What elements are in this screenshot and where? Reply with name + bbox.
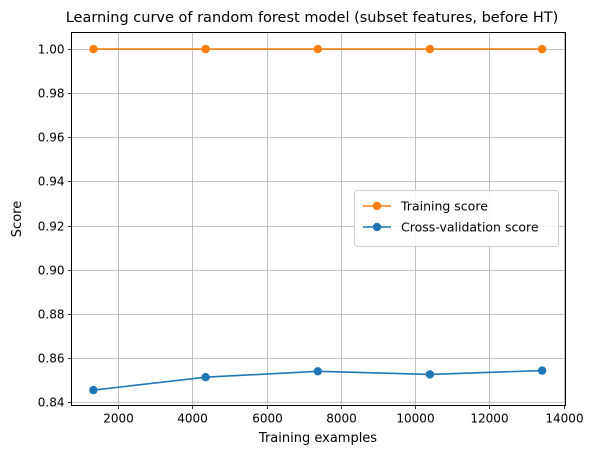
x-tick-label: 8000 (326, 412, 357, 426)
y-tick-label: 0.86 (38, 352, 65, 366)
x-tick-label: 6000 (252, 412, 283, 426)
legend-marker (372, 222, 382, 232)
y-tick-label: 0.98 (38, 87, 65, 101)
data-point (201, 373, 210, 382)
y-tick-label: 0.88 (38, 308, 65, 322)
legend-label: Cross-validation score (401, 220, 539, 235)
legend-frame (354, 190, 559, 247)
data-point (201, 44, 210, 54)
data-point (89, 44, 98, 54)
data-point (537, 44, 547, 54)
x-tick-label: 14000 (545, 412, 583, 426)
y-tick-label: 0.94 (38, 175, 65, 189)
y-tick-label: 1.00 (38, 43, 65, 57)
data-point (425, 370, 435, 379)
x-axis-label: Training examples (258, 431, 377, 446)
y-tick-label: 0.96 (38, 131, 65, 145)
axes: 2000 4000 6000 8000 10000 12000 14000 0.84 0.86 0… (38, 43, 584, 426)
data-point (537, 366, 547, 375)
x-tick-label: 12000 (470, 412, 508, 426)
y-axis-label: Score (10, 201, 25, 237)
legend: Training score Cross-validation score (354, 190, 559, 247)
legend-marker (372, 201, 382, 211)
y-tick-label: 0.92 (38, 220, 65, 234)
chart-title: Learning curve of random forest model (s… (66, 10, 559, 26)
plot-series (89, 44, 547, 395)
y-tick-label: 0.90 (38, 264, 65, 278)
x-tick-label: 4000 (177, 412, 208, 426)
x-tick-label: 10000 (396, 412, 434, 426)
data-point (313, 367, 322, 376)
data-point (89, 385, 98, 395)
y-tick-label: 0.84 (38, 396, 65, 410)
plot-frame (71, 32, 566, 406)
data-point (313, 44, 322, 54)
data-point (425, 44, 435, 54)
legend-label: Training score (400, 199, 488, 214)
x-tick-label: 2000 (103, 412, 134, 426)
